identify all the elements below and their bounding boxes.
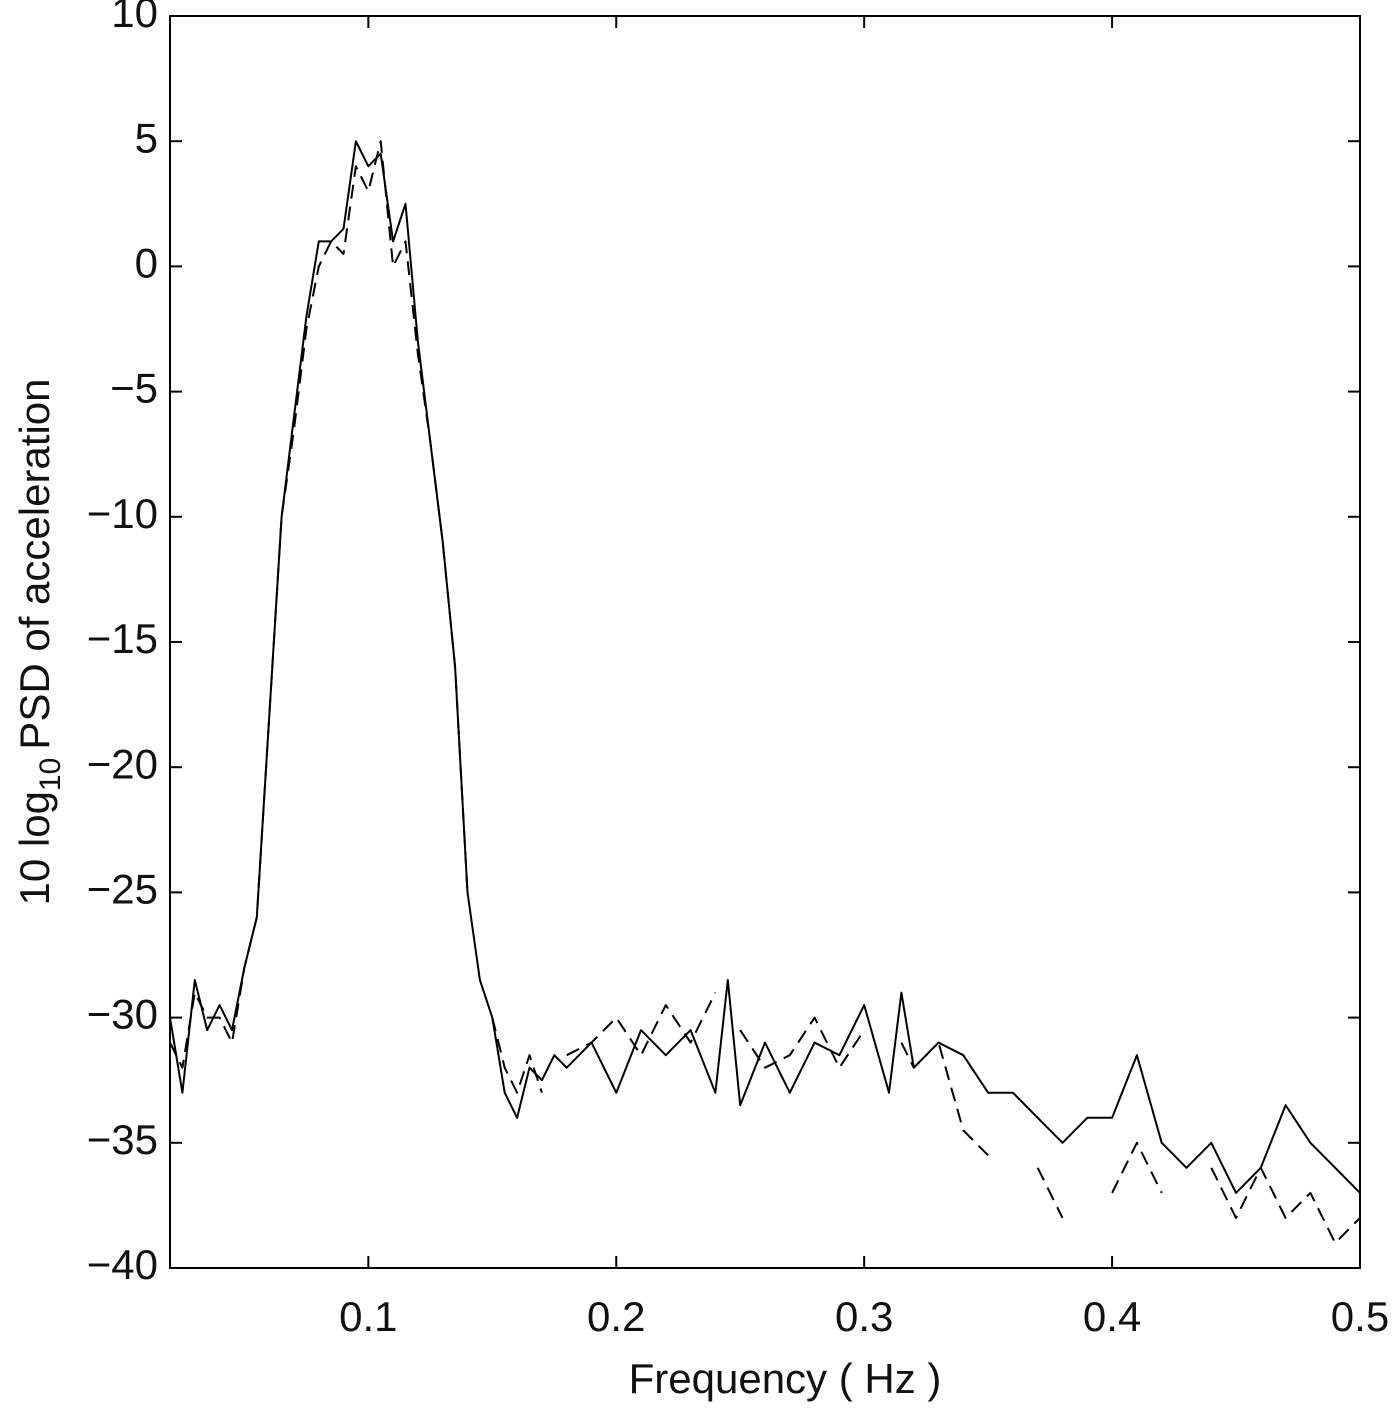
y-tick-label: −40: [87, 1241, 158, 1288]
y-tick-label: −15: [87, 615, 158, 662]
y-tick-label: −35: [87, 1116, 158, 1163]
y-tick-label: 5: [135, 114, 158, 161]
y-axis-label-main: 10 log: [11, 791, 58, 905]
y-axis-label-rest: PSD of acceleration: [11, 378, 58, 749]
y-tick-label: 10: [111, 0, 158, 36]
y-tick-label: −30: [87, 991, 158, 1038]
x-tick-label: 0.5: [1331, 1293, 1389, 1340]
y-axis-label: 10 log10 PSD of acceleration: [11, 378, 67, 905]
y-tick-label: 0: [135, 239, 158, 286]
plot-frame: [169, 15, 1361, 1269]
series-line: [169, 140, 1361, 1194]
x-tick-label: 0.2: [587, 1293, 645, 1340]
y-tick-label: −25: [87, 865, 158, 912]
x-axis-label: Frequency ( Hz ): [629, 1355, 942, 1402]
y-tick-label: −20: [87, 740, 158, 787]
x-tick-label: 0.4: [1083, 1293, 1141, 1340]
x-tick-label: 0.3: [835, 1293, 893, 1340]
x-tick-label: 0.1: [339, 1293, 397, 1340]
series-line: [169, 140, 1361, 1244]
y-tick-label: −10: [87, 490, 158, 537]
y-tick-label: −5: [110, 365, 158, 412]
y-axis-label-subscript: 10: [34, 758, 67, 791]
